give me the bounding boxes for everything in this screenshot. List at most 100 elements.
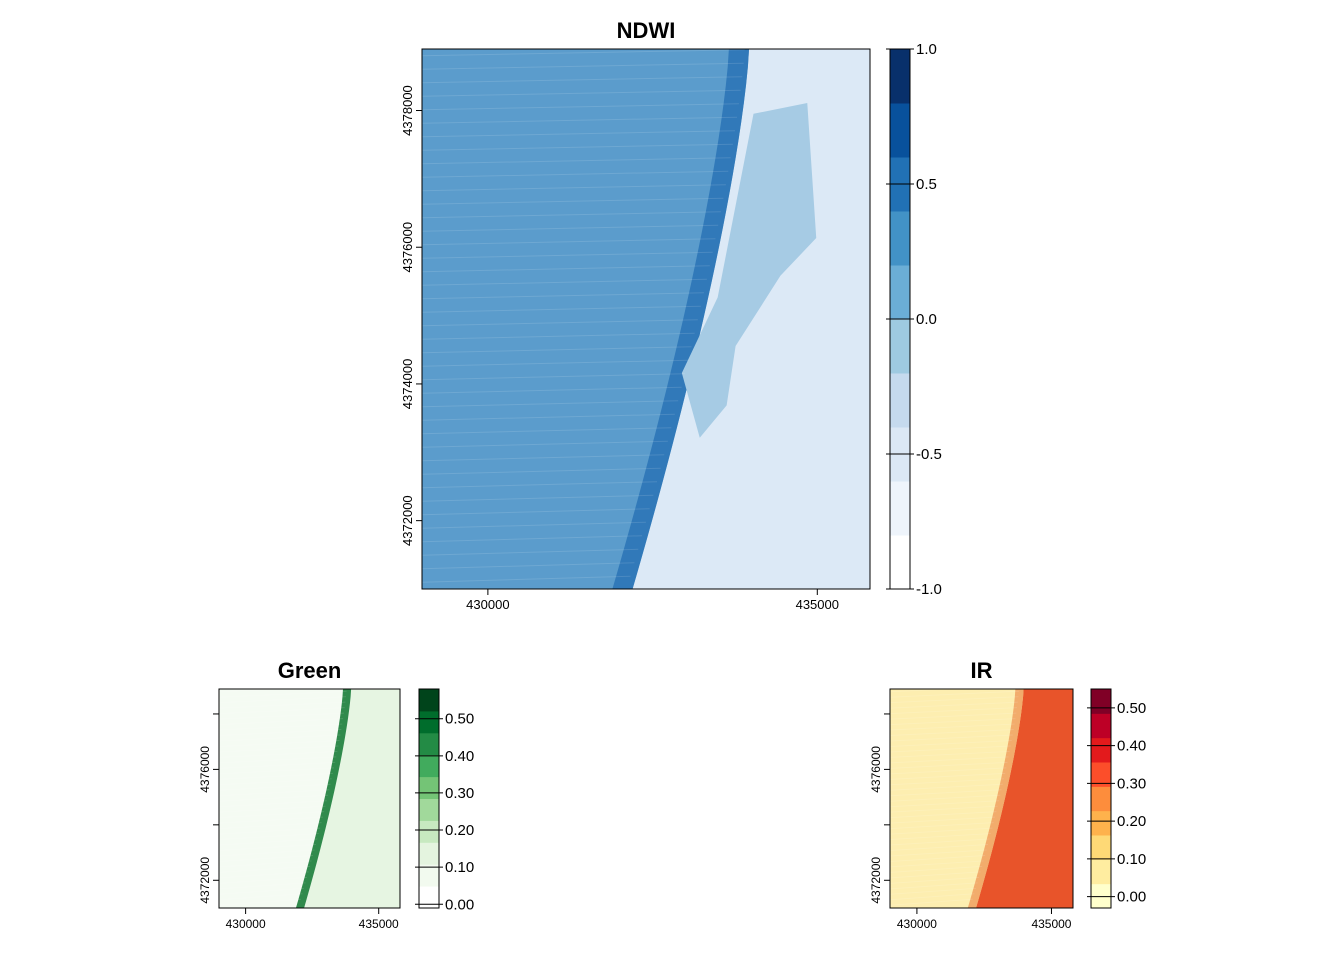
legend-tick-label: 0.50 [1117,700,1146,717]
sea-texture [422,535,643,543]
sea-texture [422,89,741,97]
legend-swatch [419,776,439,799]
legend-tick-label: 0.30 [445,785,474,802]
sea-texture [422,157,731,165]
sea-texture [219,860,312,868]
sea-texture [422,400,679,408]
sea-texture [219,800,327,808]
legend-swatch [1091,859,1111,885]
y-tick-label: 4378000 [400,85,415,136]
shore-band [967,689,1024,908]
sea-texture [219,696,347,704]
legend-swatch [419,710,439,734]
legend-tick-label: 0.40 [445,748,474,765]
sea-texture [890,707,1018,715]
sea-texture [890,690,1020,698]
y-tick-label: 4376000 [869,746,883,793]
sea-texture [890,778,1005,786]
sea-texture [422,575,631,583]
legend-swatch [419,798,439,821]
legend-swatch [890,481,910,536]
sea-texture [219,761,336,769]
sea-texture [890,827,993,835]
sea-texture [422,224,719,232]
x-tick-label: 435000 [796,597,839,612]
sea-texture [219,822,322,830]
sea-texture [219,729,342,737]
legend-swatch [419,820,439,843]
sea-texture [219,887,305,895]
sea-texture [219,707,345,715]
sea-texture [219,838,318,846]
sea-texture [219,756,337,764]
sea-texture [890,696,1019,704]
legend-swatch [890,103,910,158]
legend-swatch [890,373,910,428]
sea-texture [219,778,332,786]
sea-texture [219,690,347,698]
legend-swatch [1091,835,1111,860]
legend-tick-label: 0.20 [1117,813,1146,830]
sea-texture [219,689,289,693]
sea-texture [219,794,329,802]
sea-texture [890,783,1003,791]
sea-texture [890,712,1017,720]
sea-texture [890,898,973,906]
sea-texture [422,251,713,259]
sea-texture [219,805,326,813]
sea-texture [890,865,983,873]
chart-title: Green [278,658,342,683]
legend-frame [418,688,440,909]
y-tick-label: 4372000 [400,495,415,546]
sea-texture [890,734,1013,742]
sea-texture [890,849,987,857]
y-tick-label: 4374000 [400,359,415,410]
sea-texture [219,745,339,753]
sea-texture [219,750,338,758]
panel-ir: IR 430000 435000 4372000 4376000 0.50 0.40 0.30… [869,658,1146,931]
sea-texture [422,386,682,394]
sea-texture [422,427,672,435]
sea-texture [422,481,658,489]
sea-texture [890,689,960,693]
sea-texture [219,833,319,841]
y-tick-label: 4376000 [198,746,212,793]
legend-swatch [1091,810,1111,836]
sea-texture [890,876,980,884]
legend: 1.0 0.5 0.0 -0.5 -1.0 [886,41,942,598]
legend-swatch [890,49,910,104]
sea-texture [422,413,675,421]
raster-image [219,689,400,908]
sea-texture [219,876,308,884]
sea-texture [422,359,689,367]
x-tick-label: 435000 [1031,917,1071,931]
legend-swatch [419,864,439,887]
legend-swatch [890,211,910,266]
sea-texture [890,723,1015,731]
sea-texture [890,805,998,813]
sea-texture [890,789,1002,797]
sea-texture [219,844,316,852]
sea-texture [422,211,721,219]
sea-texture [219,854,314,862]
x-tick-label: 430000 [466,597,509,612]
sea-texture [890,833,991,841]
legend-tick-label: 0.50 [445,711,474,728]
sea-texture [890,838,990,846]
plot-frame [421,48,871,590]
sea-texture [422,454,665,462]
legend-tick-label: 0.5 [916,176,937,193]
sea-texture [890,893,975,901]
sea-texture [422,440,668,448]
sea-texture [890,816,996,824]
sea-texture [422,346,692,354]
sea-texture [422,238,716,246]
y-tick-label: 4372000 [198,857,212,904]
legend-swatch [1091,689,1111,714]
y-tick-label: 4372000 [869,857,883,904]
sea-texture [422,332,695,340]
sea-texture [890,761,1008,769]
legend-tick-label: 0.10 [1117,851,1146,868]
legend-swatch [890,319,910,374]
